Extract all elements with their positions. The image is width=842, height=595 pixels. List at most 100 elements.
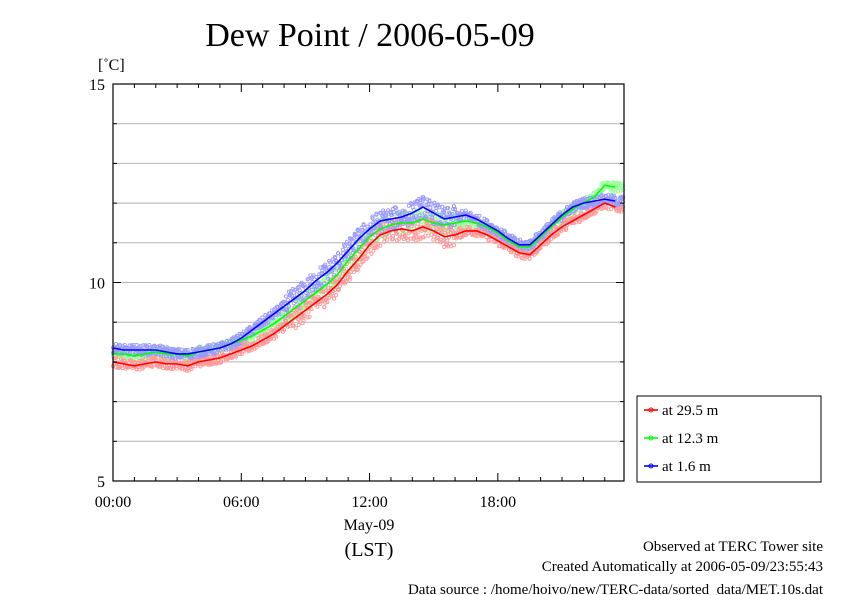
series-line-1 (112, 202, 616, 367)
scatter-point (402, 233, 407, 238)
scatter-point (219, 358, 224, 363)
scatter-point (373, 245, 378, 250)
scatter-point (328, 260, 333, 265)
scatter-point (198, 364, 203, 369)
scatter-point (319, 299, 324, 304)
scatter-point (442, 245, 447, 250)
scatter-point (620, 194, 626, 199)
y-tick-label: 5 (97, 474, 105, 491)
scatter-point (386, 226, 391, 231)
scatter-point (429, 232, 434, 237)
scatter-point (391, 236, 396, 241)
scatter-point (405, 238, 410, 243)
scatter-point (441, 238, 446, 244)
y-tick-labels: 5 10 15 (89, 77, 105, 491)
scatter-point (286, 304, 291, 309)
scatter-point (300, 314, 305, 319)
scatter-point (591, 211, 596, 216)
scatter-point (323, 262, 328, 267)
scatter-point (372, 226, 377, 231)
chart-title: Dew Point / 2006-05-09 (205, 17, 535, 54)
scatter-point (266, 320, 271, 325)
scatter-point (325, 300, 330, 305)
scatter-point (301, 318, 306, 323)
scatter-point (311, 273, 316, 278)
scatter-point (192, 355, 197, 360)
scatter-point (380, 228, 385, 234)
legend-label: at 12.3 m (662, 431, 719, 447)
scatter-point (563, 227, 569, 232)
plot-area (110, 83, 626, 482)
scatter-point (335, 266, 340, 271)
scatter-point (361, 223, 366, 228)
scatter-point (168, 366, 174, 371)
scatter-point (189, 366, 194, 371)
scatter-point (340, 271, 346, 276)
x-tick-label: 00:00 (95, 494, 131, 511)
scatter-point (609, 206, 614, 212)
scatter-point (457, 226, 462, 231)
scatter-point (332, 272, 337, 277)
scatter-point (315, 304, 320, 309)
scatter-point (368, 222, 373, 227)
scatter-point (229, 356, 234, 361)
legend-swatch-marker (648, 463, 654, 469)
scatter-point (427, 198, 432, 203)
scatter-point (339, 266, 345, 271)
scatter-point (497, 234, 502, 240)
scatter-point (260, 334, 265, 339)
scatter-point (577, 219, 582, 225)
scatter-point (336, 287, 342, 292)
scatter-point (535, 249, 540, 254)
scatter-point (206, 352, 211, 357)
x-tick-label: 06:00 (223, 494, 259, 511)
scatter-point (170, 355, 175, 361)
x-axis-date-label: May-09 (344, 517, 395, 534)
scatter-point (350, 250, 355, 255)
scatter-point (620, 196, 626, 201)
scatter-point (559, 218, 564, 223)
scatter-point (446, 229, 451, 234)
scatter-point (542, 242, 547, 247)
scatter-point (502, 245, 507, 251)
scatter-point (415, 230, 420, 235)
scatter-point (451, 243, 457, 248)
scatter-point (356, 229, 361, 234)
scatter-point (353, 254, 358, 259)
scatter-point (330, 291, 335, 296)
scatter-point (270, 308, 275, 313)
x-tick-label: 12:00 (351, 494, 387, 511)
scatter-point (296, 322, 301, 327)
scatter-point (237, 352, 242, 357)
footer-data-source: Data source : /home/hoivo/new/TERC-data/… (408, 582, 824, 595)
scatter-point (366, 233, 371, 238)
scatter-point (343, 254, 348, 259)
scatter-point (284, 308, 289, 313)
scatter-point (620, 204, 626, 209)
scatter-point (433, 232, 438, 237)
scatter-point (439, 228, 444, 233)
scatter-point (285, 324, 290, 329)
scatter-point (452, 207, 458, 212)
scatter-point (430, 215, 435, 220)
scatter-point (245, 340, 250, 346)
scatter-point (448, 225, 454, 230)
scatter-point (515, 254, 520, 259)
legend: at 29.5 m at 12.3 m at 1.6 m (636, 395, 822, 483)
scatter-point (294, 311, 299, 316)
scatter-point (321, 290, 326, 295)
scatter-point (390, 212, 395, 217)
scatter-point (599, 192, 604, 197)
scatter-point (327, 295, 332, 300)
plot-border (112, 83, 625, 482)
scatter-point (365, 255, 370, 260)
scatter-point (563, 226, 569, 231)
scatter-point (377, 230, 382, 235)
scatter-point (450, 229, 456, 234)
y-tick-label: 10 (89, 276, 105, 293)
scatter-point (347, 275, 352, 280)
scatter-point (297, 288, 302, 293)
scatter-point (406, 203, 411, 208)
scatter-point (131, 345, 136, 350)
